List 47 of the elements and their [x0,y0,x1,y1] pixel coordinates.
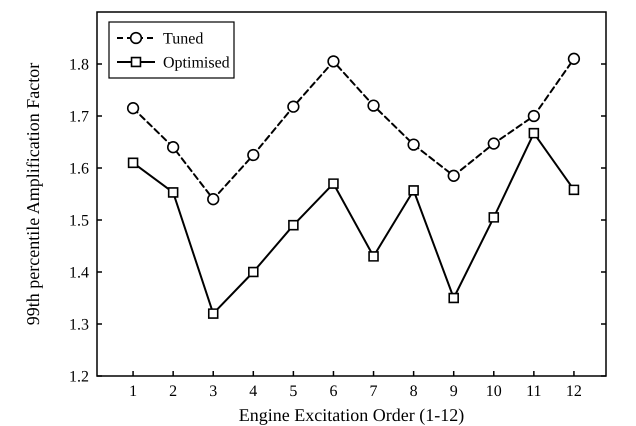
point [208,308,218,319]
x-tick-label: 2 [169,383,178,400]
y-tick-label: 1.2 [69,368,89,386]
y-tick-label: 1.7 [69,108,89,126]
x-tick-label: 9 [450,383,458,400]
y-tick-label: 1.8 [69,56,89,74]
x-axis-title: Engine Excitation Order (1-12) [238,405,464,425]
point [128,158,138,168]
point [367,99,380,112]
point [488,212,500,223]
x-tick-label: 6 [329,383,338,400]
x-tick-label: 3 [209,383,218,400]
point [328,178,339,189]
x-tick-label: 11 [526,383,542,400]
point [167,141,180,154]
point [327,55,340,68]
point [568,52,580,65]
x-tick-label: 4 [249,383,258,400]
point [568,184,580,196]
point [168,187,178,198]
point [407,138,420,151]
y-tick-label: 1.5 [69,212,89,230]
point [207,193,220,206]
legend-label: Optimised [163,54,230,72]
point [448,292,459,304]
y-axis-title: 99th percentile Amplification Factor [23,62,43,326]
point [287,100,300,113]
y-tick-label: 1.4 [69,264,89,282]
point [408,185,419,196]
point [248,266,259,278]
x-tick-label: 12 [566,383,582,400]
point [126,102,140,114]
legend-label: Tuned [163,30,204,48]
x-tick-label: 5 [289,383,298,400]
point [528,110,540,122]
point [448,170,460,182]
point [528,128,540,138]
point [247,148,260,162]
point [488,137,500,150]
y-tick-label: 1.3 [69,316,89,334]
y-tick-label: 1.6 [69,160,89,178]
point [368,251,379,262]
x-tick-label: 7 [370,383,378,400]
point [288,220,299,230]
x-tick-label: 8 [410,383,418,400]
x-tick-label: 1 [129,383,138,400]
x-tick-label: 10 [486,383,502,400]
